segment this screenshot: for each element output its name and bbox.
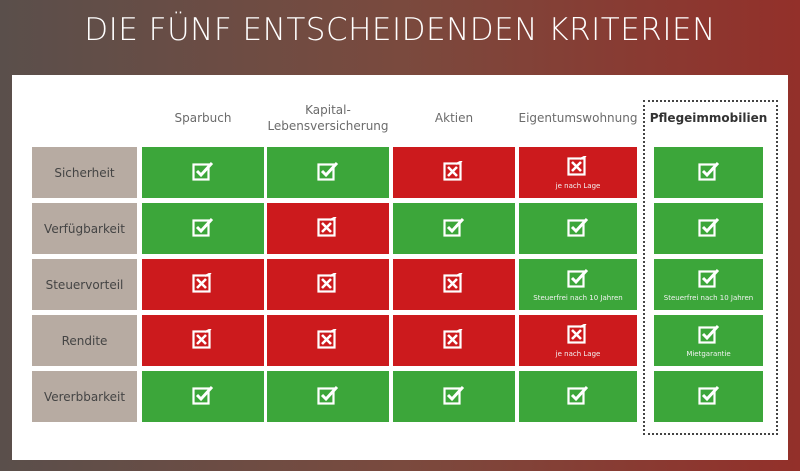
table-cell	[393, 259, 515, 310]
checkbox-crossed-icon	[192, 327, 214, 353]
highlight-frame	[643, 100, 778, 435]
checkbox-checked-icon	[317, 161, 339, 185]
column-header: Kapital- Lebensversicherung	[267, 102, 389, 133]
cell-note: je nach Lage	[555, 181, 601, 190]
row-label: Steuervorteil	[32, 259, 137, 310]
table-cell: je nach Lage	[519, 315, 637, 366]
table-cell	[654, 203, 763, 254]
cell-note: Steuerfrei nach 10 Jahren	[663, 293, 754, 302]
checkbox-checked-icon	[567, 268, 589, 292]
table-cell	[267, 147, 389, 198]
checkbox-checked-icon	[697, 161, 720, 185]
checkbox-checked-icon	[567, 217, 589, 241]
cell-note: Steuerfrei nach 10 Jahren	[533, 293, 623, 302]
checkbox-checked-icon	[697, 268, 720, 292]
checkbox-checked-icon	[697, 217, 720, 241]
checkbox-checked-icon	[567, 385, 589, 409]
checkbox-checked-icon	[192, 217, 214, 241]
table-cell	[267, 315, 389, 366]
column-header: Sparbuch	[174, 110, 232, 125]
table-cell	[393, 147, 515, 198]
checkbox-crossed-icon	[317, 271, 339, 297]
checkbox-crossed-icon	[567, 154, 589, 180]
column-header: Pflegeimmobilien	[649, 110, 768, 125]
table-cell	[142, 203, 264, 254]
cell-note: Mietgarantie	[686, 349, 731, 358]
checkbox-crossed-icon	[567, 322, 589, 348]
table-cell: Mietgarantie	[654, 315, 763, 366]
checkbox-checked-icon	[192, 161, 214, 185]
table-cell	[654, 147, 763, 198]
checkbox-crossed-icon	[317, 215, 339, 241]
checkbox-checked-icon	[192, 385, 214, 409]
column-header: Aktien	[434, 110, 474, 125]
table-cell	[142, 371, 264, 422]
checkbox-checked-icon	[317, 385, 339, 409]
table-cell	[267, 203, 389, 254]
checkbox-checked-icon	[443, 385, 465, 409]
table-cell	[393, 203, 515, 254]
row-label: Verfügbarkeit	[32, 203, 137, 254]
page-title: DIE FÜNF ENTSCHEIDENDEN KRITERIEN	[84, 12, 716, 48]
checkbox-crossed-icon	[317, 327, 339, 353]
table-cell	[142, 259, 264, 310]
table-cell: Steuerfrei nach 10 Jahren	[654, 259, 763, 310]
table-cell	[267, 371, 389, 422]
checkbox-checked-icon	[697, 324, 720, 348]
checkbox-crossed-icon	[443, 327, 465, 353]
column-header: Eigentumswohnung	[518, 110, 638, 125]
table-cell	[519, 203, 637, 254]
table-cell: je nach Lage	[519, 147, 637, 198]
checkbox-crossed-icon	[443, 159, 465, 185]
table-cell	[519, 371, 637, 422]
table-cell	[654, 371, 763, 422]
table-cell	[393, 371, 515, 422]
checkbox-checked-icon	[443, 217, 465, 241]
table-cell	[393, 315, 515, 366]
cell-note: je nach Lage	[555, 349, 601, 358]
row-label: Rendite	[32, 315, 137, 366]
checkbox-crossed-icon	[192, 271, 214, 297]
checkbox-checked-icon	[697, 385, 720, 409]
row-label: Vererbbarkeit	[32, 371, 137, 422]
checkbox-crossed-icon	[443, 271, 465, 297]
table-cell	[142, 315, 264, 366]
table-cell	[267, 259, 389, 310]
table-cell	[142, 147, 264, 198]
row-label: Sicherheit	[32, 147, 137, 198]
table-cell: Steuerfrei nach 10 Jahren	[519, 259, 637, 310]
